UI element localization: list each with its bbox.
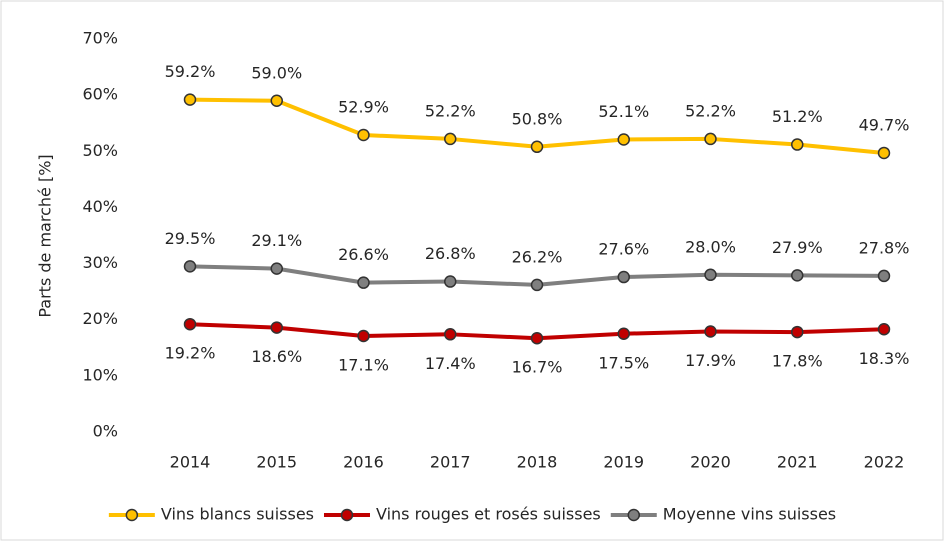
data-label: 59.0% xyxy=(251,63,302,82)
y-tick-label: 70% xyxy=(82,29,118,48)
marker xyxy=(183,93,197,106)
marker xyxy=(617,270,630,284)
x-tick-label: 2020 xyxy=(690,453,731,472)
data-label: 18.3% xyxy=(859,349,910,368)
marker xyxy=(444,132,457,146)
legend-marker xyxy=(340,508,354,522)
data-label: 52.2% xyxy=(425,101,476,120)
legend-item: Vins blancs suisses xyxy=(108,505,314,524)
marker xyxy=(530,331,544,345)
data-label: 17.9% xyxy=(685,351,736,370)
marker xyxy=(704,268,717,282)
data-label: 26.6% xyxy=(338,245,389,264)
data-label: 29.1% xyxy=(251,231,302,250)
x-tick-label: 2018 xyxy=(517,453,558,472)
y-tick-label: 20% xyxy=(82,309,118,328)
y-axis-label: Parts de marché [%] xyxy=(36,154,55,317)
data-label: 27.9% xyxy=(772,238,823,257)
marker xyxy=(530,140,544,154)
legend-item: Vins rouges et rosés suisses xyxy=(323,505,601,524)
legend-label: Vins blancs suisses xyxy=(161,505,314,524)
x-tick-label: 2022 xyxy=(864,453,905,472)
y-tick-label: 50% xyxy=(82,141,118,160)
data-label: 17.5% xyxy=(598,353,649,372)
marker xyxy=(704,132,717,146)
y-tick-label: 40% xyxy=(82,197,118,216)
data-label: 27.8% xyxy=(859,238,910,257)
data-label: 27.6% xyxy=(598,240,649,259)
x-tick-label: 2019 xyxy=(603,453,644,472)
marker xyxy=(791,269,804,282)
marker xyxy=(357,329,370,343)
data-label: 52.9% xyxy=(338,98,389,117)
data-label: 17.4% xyxy=(425,354,476,373)
data-label: 18.6% xyxy=(251,347,302,366)
marker xyxy=(444,275,457,288)
x-tick-label: 2021 xyxy=(777,453,818,472)
x-tick-label: 2016 xyxy=(343,453,384,472)
marker xyxy=(183,260,197,273)
marker xyxy=(270,262,283,275)
marker xyxy=(877,323,891,336)
marker xyxy=(270,94,283,108)
data-label: 52.1% xyxy=(598,102,649,121)
x-tick-label: 2014 xyxy=(170,453,211,472)
marker xyxy=(357,276,370,289)
data-label: 49.7% xyxy=(859,115,910,134)
marker xyxy=(617,327,630,340)
data-label: 29.5% xyxy=(165,229,216,248)
marker xyxy=(357,128,370,142)
data-label: 17.8% xyxy=(772,352,823,371)
data-label: 26.2% xyxy=(512,247,563,266)
legend-item: Moyenne vins suisses xyxy=(610,505,836,524)
data-label: 51.2% xyxy=(772,107,823,126)
marker xyxy=(270,321,283,334)
marker xyxy=(877,146,891,160)
marker xyxy=(183,317,197,331)
y-tick-label: 30% xyxy=(82,253,118,272)
data-label: 19.2% xyxy=(165,344,216,363)
y-tick-label: 0% xyxy=(93,422,118,441)
marker xyxy=(877,269,891,283)
data-label: 26.8% xyxy=(425,244,476,263)
x-tick-label: 2015 xyxy=(256,453,297,472)
y-tick-label: 60% xyxy=(82,85,118,104)
data-label: 17.1% xyxy=(338,355,389,374)
data-label: 50.8% xyxy=(512,109,563,128)
legend-label: Vins rouges et rosés suisses xyxy=(376,505,601,524)
legend-marker xyxy=(627,508,641,522)
data-label: 52.2% xyxy=(685,101,736,120)
marker xyxy=(791,138,804,151)
legend-marker xyxy=(125,508,139,522)
marker xyxy=(530,278,544,292)
y-tick-label: 10% xyxy=(82,365,118,384)
legend-label: Moyenne vins suisses xyxy=(663,505,836,524)
x-tick-label: 2017 xyxy=(430,453,471,472)
marker xyxy=(444,328,457,341)
marker xyxy=(617,133,630,146)
data-label: 28.0% xyxy=(685,237,736,256)
data-label: 16.7% xyxy=(512,358,563,377)
marker xyxy=(791,325,804,339)
marker xyxy=(704,325,717,338)
data-label: 59.2% xyxy=(165,62,216,81)
